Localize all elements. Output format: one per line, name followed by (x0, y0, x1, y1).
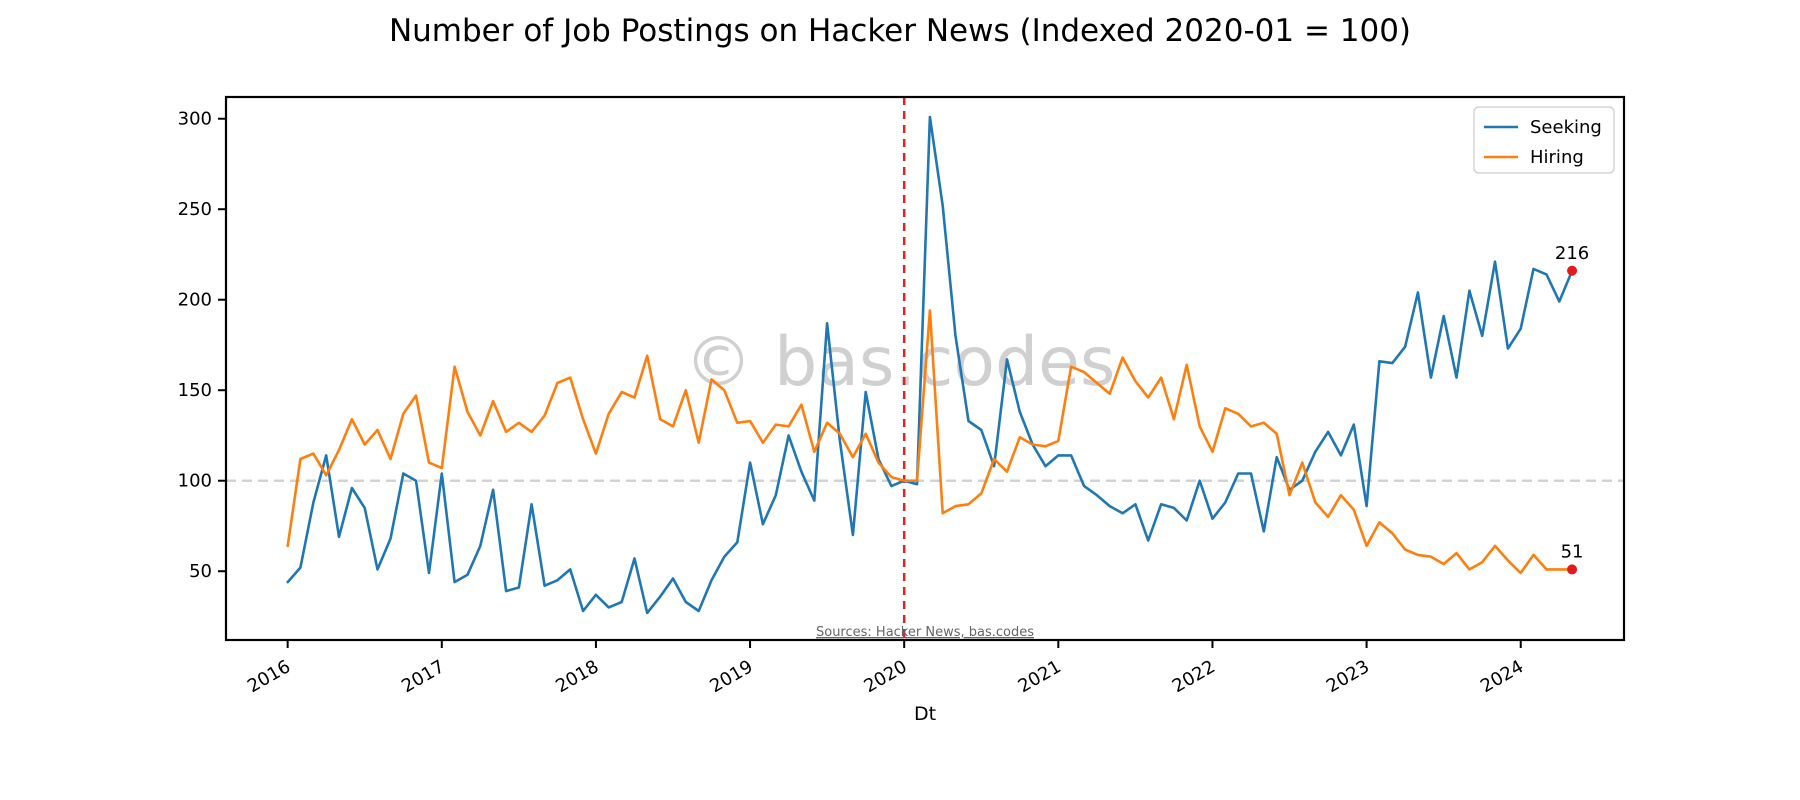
x-tick-label: 2022 (1169, 656, 1219, 697)
x-axis: 2016 2017 2018 2019 2020 2021 2022 2023 2024 (244, 640, 1527, 697)
watermark: © bas.codes (685, 323, 1116, 402)
source-note: Sources: Hacker News, bas.codes (816, 625, 1034, 640)
legend-label-seeking: Seeking (1530, 117, 1602, 138)
x-tick-label: 2020 (861, 656, 911, 697)
x-axis-label: Dt (914, 703, 936, 725)
plot-area: 216 51 (226, 97, 1624, 640)
y-tick-label: 50 (189, 561, 212, 582)
x-tick-label: 2023 (1323, 656, 1373, 697)
y-tick-label: 300 (178, 109, 212, 130)
x-tick-label: 2016 (244, 656, 294, 697)
x-tick-label: 2018 (552, 656, 602, 697)
end-label-hiring: 51 (1561, 541, 1584, 562)
chart-title: Number of Job Postings on Hacker News (I… (389, 13, 1411, 49)
end-marker-hiring (1567, 564, 1578, 575)
legend: Seeking Hiring (1473, 106, 1615, 174)
y-axis: 50 100 150 200 250 300 (178, 109, 226, 582)
y-tick-label: 250 (178, 199, 212, 220)
series-line-seeking (286, 115, 1574, 615)
plot-frame (224, 95, 1626, 642)
y-tick-label: 100 (178, 471, 212, 492)
x-tick-label: 2021 (1015, 656, 1065, 697)
end-marker-seeking (1567, 265, 1578, 276)
x-tick-label: 2017 (398, 656, 448, 697)
legend-label-hiring: Hiring (1530, 147, 1584, 168)
y-tick-label: 150 (178, 380, 212, 401)
x-tick-label: 2024 (1477, 656, 1527, 697)
end-label-seeking: 216 (1555, 243, 1589, 264)
y-tick-label: 200 (178, 290, 212, 311)
series-line-hiring (286, 309, 1574, 575)
x-tick-label: 2019 (706, 656, 756, 697)
